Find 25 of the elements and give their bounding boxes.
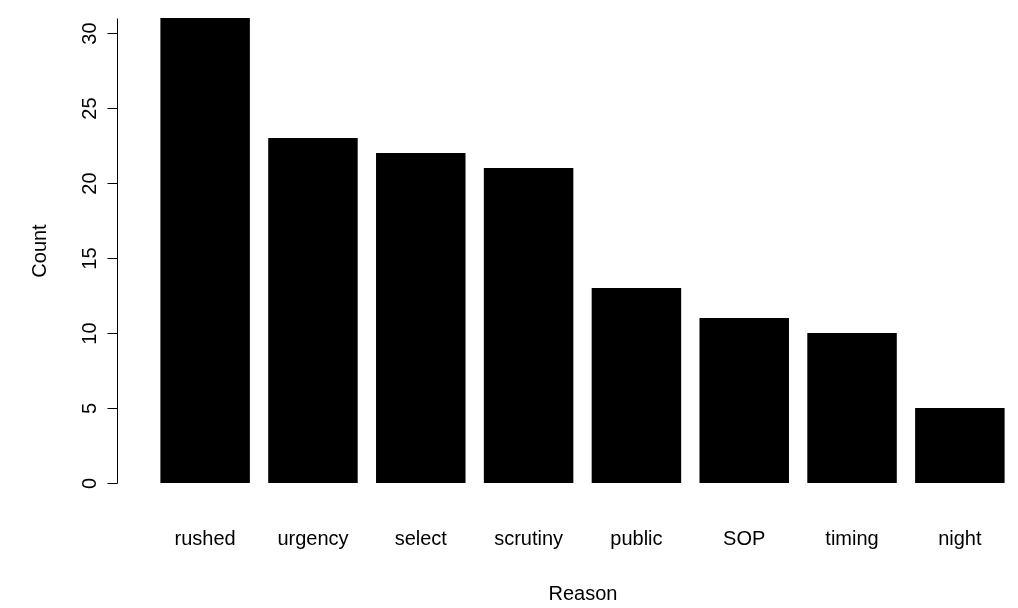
- x-tick-label: SOP: [723, 526, 766, 549]
- y-tick-label: 0: [77, 477, 100, 490]
- y-tick-label: 25: [77, 97, 100, 120]
- bar: [160, 18, 250, 483]
- bar: [807, 333, 897, 483]
- bar: [699, 318, 789, 483]
- bar: [376, 153, 466, 483]
- x-tick-label: scrutiny: [494, 526, 564, 549]
- bar: [591, 288, 682, 483]
- bar: [483, 168, 574, 483]
- bar: [268, 138, 358, 483]
- bar: [915, 408, 1005, 483]
- x-tick-label: rushed: [174, 526, 236, 549]
- y-tick-label: 30: [77, 22, 100, 45]
- x-tick-label: public: [610, 526, 663, 549]
- y-tick-label: 20: [77, 172, 100, 195]
- y-tick-label: 15: [77, 247, 100, 270]
- y-tick-label: 10: [77, 322, 100, 345]
- x-tick-label: select: [394, 526, 448, 549]
- x-tick-label: urgency: [277, 526, 349, 549]
- y-tick-label: 5: [77, 402, 100, 415]
- y-axis-title: Count: [27, 223, 50, 278]
- x-tick-label: timing: [825, 526, 879, 549]
- x-tick-label: night: [938, 526, 982, 549]
- x-axis-title: Reason: [548, 581, 618, 604]
